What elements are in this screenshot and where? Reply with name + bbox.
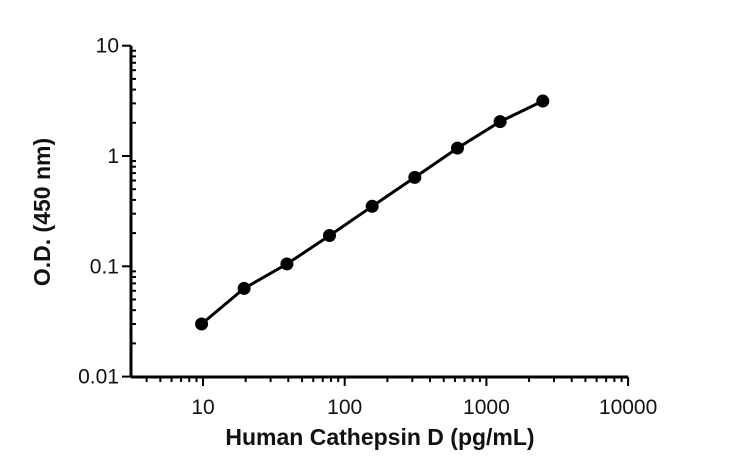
x-tick-label: 10000 bbox=[599, 396, 657, 419]
x-axis-title: Human Cathepsin D (pg/mL) bbox=[225, 424, 534, 450]
data-point bbox=[536, 94, 550, 108]
data-point bbox=[195, 317, 209, 331]
data-point bbox=[280, 257, 294, 271]
x-tick-labels: 10 100 1000 10000 bbox=[191, 396, 657, 419]
y-tick-label: 0.01 bbox=[78, 366, 119, 389]
x-tick-label: 10 bbox=[191, 396, 214, 419]
x-tick-label: 1000 bbox=[463, 396, 510, 419]
y-tick-labels: 0.01 0.1 1 10 bbox=[78, 35, 119, 389]
y-axis-title: O.D. (450 nm) bbox=[29, 138, 55, 286]
x-axis bbox=[131, 375, 630, 386]
data-point bbox=[322, 229, 336, 243]
data-point bbox=[408, 170, 422, 184]
x-tick-label: 100 bbox=[327, 396, 362, 419]
y-axis bbox=[122, 44, 136, 378]
data-point bbox=[493, 115, 507, 129]
y-tick-label: 0.1 bbox=[90, 255, 119, 278]
y-tick-label: 1 bbox=[107, 145, 119, 168]
data-point bbox=[237, 281, 251, 295]
y-tick-label: 10 bbox=[96, 35, 119, 58]
data-point bbox=[450, 141, 464, 155]
data-point bbox=[365, 199, 379, 213]
data-points bbox=[195, 94, 550, 331]
